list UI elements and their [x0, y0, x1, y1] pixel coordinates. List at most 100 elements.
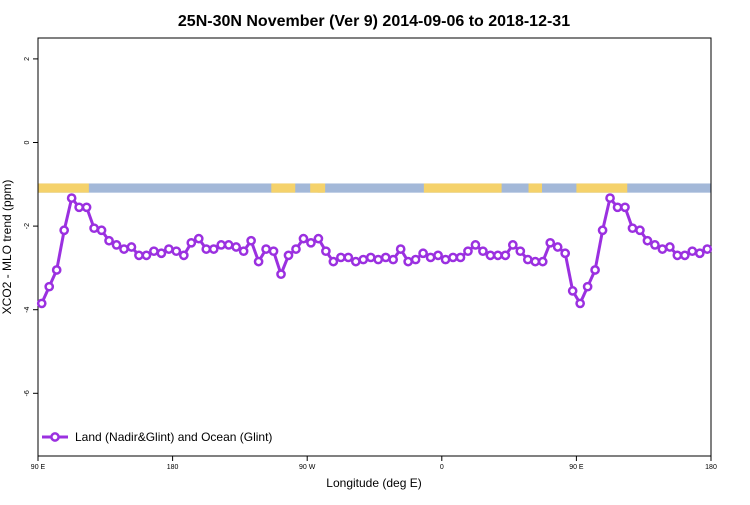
data-point: [560, 248, 571, 259]
data-point: [216, 240, 227, 250]
data-point: [582, 281, 593, 292]
data-point: [223, 240, 234, 250]
x-axis-label: Longitude (deg E): [326, 476, 421, 490]
data-point: [51, 265, 62, 275]
data-point: [231, 242, 242, 252]
data-point: [650, 240, 660, 250]
data-point: [178, 250, 189, 261]
data-point: [186, 237, 197, 248]
series-line: [40, 196, 709, 305]
x-tick-label: 90 E: [569, 464, 584, 471]
data-point: [350, 256, 361, 267]
data-point: [478, 246, 488, 257]
data-point: [545, 237, 556, 248]
data-point: [403, 256, 413, 267]
data-point: [164, 244, 174, 254]
data-point: [119, 244, 129, 254]
data-point: [679, 250, 690, 261]
data-point: [149, 246, 159, 257]
data-point: [694, 248, 705, 259]
data-point: [672, 250, 683, 261]
legend-marker: [50, 432, 60, 442]
data-point: [575, 298, 585, 309]
data-point: [36, 298, 47, 309]
data-point: [134, 250, 144, 261]
land-segment: [271, 183, 296, 193]
data-point: [193, 233, 204, 244]
data-point: [395, 244, 406, 254]
land-segment: [423, 183, 502, 193]
data-point: [418, 248, 428, 259]
data-point: [463, 246, 473, 257]
data-point: [126, 242, 137, 252]
data-point: [440, 254, 451, 265]
data-point: [455, 252, 466, 263]
data-point: [96, 225, 107, 236]
data-point: [522, 254, 533, 265]
data-point: [410, 254, 421, 265]
data-point: [343, 252, 354, 263]
y-tick-label: 2: [24, 57, 31, 61]
data-point: [448, 252, 458, 263]
data-point: [74, 202, 84, 213]
data-point: [283, 250, 294, 261]
y-tick-label: -6: [24, 390, 31, 396]
data-point: [380, 252, 391, 263]
data-point: [59, 225, 70, 236]
land-segment: [528, 183, 543, 193]
legend: Land (Nadir&Glint) and Ocean (Glint): [42, 430, 272, 444]
data-point: [104, 235, 114, 246]
data-point: [246, 235, 256, 246]
data-point: [141, 250, 152, 261]
data-point: [336, 252, 346, 263]
data-point: [313, 233, 324, 244]
land-segment: [38, 183, 89, 193]
y-tick-label: -2: [24, 223, 31, 229]
data-point: [620, 202, 630, 213]
data-point: [433, 250, 443, 261]
data-point: [612, 202, 623, 213]
land-ocean-band: [38, 183, 711, 193]
x-tick-label: 0: [440, 464, 444, 471]
ocean-band: [38, 183, 711, 193]
data-point: [201, 244, 212, 254]
data-point: [328, 256, 339, 267]
data-point: [44, 281, 55, 292]
data-point: [485, 250, 496, 261]
data-point: [530, 256, 541, 267]
data-point: [493, 250, 503, 261]
y-tick-label: 0: [24, 140, 31, 144]
data-point: [567, 286, 578, 296]
data-point: [253, 256, 264, 267]
data-point: [365, 252, 376, 263]
data-point: [358, 254, 369, 265]
data-point: [552, 242, 563, 252]
land-segment: [576, 183, 628, 193]
data-point: [238, 246, 249, 257]
data-point: [268, 246, 279, 257]
data-point: [291, 244, 301, 254]
data-point: [515, 246, 526, 257]
y-tick-label: -4: [24, 306, 31, 312]
series-group: [36, 193, 713, 309]
data-point: [627, 223, 638, 234]
data-point: [590, 265, 600, 275]
land-segment: [317, 183, 324, 193]
data-point: [665, 242, 675, 252]
data-point: [261, 244, 271, 254]
data-point: [321, 246, 331, 257]
data-point: [425, 252, 436, 263]
x-tick-label: 180: [167, 464, 179, 471]
data-point: [597, 225, 608, 236]
chart-title: 25N-30N November (Ver 9) 2014-09-06 to 2…: [178, 13, 570, 30]
data-point: [642, 235, 653, 246]
data-point: [276, 269, 286, 280]
data-point: [635, 225, 645, 236]
data-point: [605, 193, 615, 203]
x-tick-label: 90 W: [299, 464, 316, 471]
x-tick-label: 90 E: [31, 464, 46, 471]
data-point: [306, 237, 316, 248]
data-point: [537, 256, 548, 267]
